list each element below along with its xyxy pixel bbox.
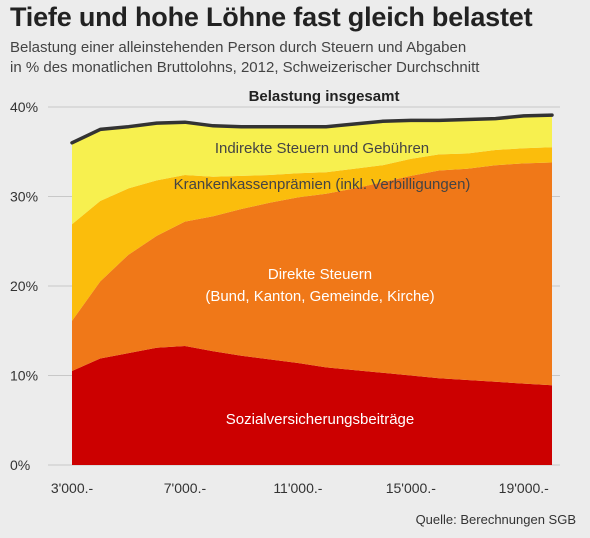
x-tick-label: 11'000.-: [273, 480, 322, 496]
y-tick-label: 40%: [10, 99, 38, 115]
total-line-group: [70, 113, 554, 145]
health-premiums-label: Krankenkassenprämien (inkl. Verbilligung…: [174, 176, 471, 193]
x-axis-ticks: 3'000.- 7'000.- 11'000.- 15'000.- 19'000.-: [51, 480, 549, 496]
chart-title: Tiefe und hohe Löhne fast gleich belaste…: [10, 2, 533, 32]
x-tick-label: 3'000.-: [51, 480, 94, 496]
x-tick-label: 15'000.-: [386, 480, 436, 496]
direct-taxes-label-line2: (Bund, Kanton, Gemeinde, Kirche): [205, 288, 434, 305]
social-insurance-label: Sozialversicherungsbeiträge: [226, 411, 414, 428]
source-note: Quelle: Berechnungen SGB: [415, 512, 576, 527]
subtitle-line-1: Belastung einer alleinstehenden Person d…: [10, 39, 467, 56]
subtitle-line-2: in % des monatlichen Bruttolohns, 2012, …: [10, 59, 480, 76]
indirect-taxes-label: Indirekte Steuern und Gebühren: [215, 140, 429, 157]
y-tick-label: 0%: [10, 457, 30, 473]
x-tick-label: 7'000.-: [164, 480, 207, 496]
y-tick-label: 20%: [10, 278, 38, 294]
chart-subtitle: Belastung einer alleinstehenden Person d…: [10, 38, 479, 78]
total-label: Belastung insgesamt: [249, 88, 400, 105]
y-tick-label: 30%: [10, 189, 38, 205]
y-axis-ticks: 0% 10% 20% 30% 40%: [10, 99, 38, 473]
total-burden-line: [70, 113, 554, 145]
y-tick-label: 10%: [10, 368, 38, 384]
direct-taxes-label-line1: Direkte Steuern: [268, 266, 372, 283]
area-series-1: [72, 162, 552, 386]
area-layers: [72, 115, 552, 465]
x-tick-label: 19'000.-: [499, 480, 549, 496]
area-series-0: [72, 346, 552, 465]
series-labels: Belastung insgesamt Indirekte Steuern un…: [174, 88, 471, 428]
area-series-3: [72, 115, 552, 225]
area-series-2: [72, 147, 552, 321]
